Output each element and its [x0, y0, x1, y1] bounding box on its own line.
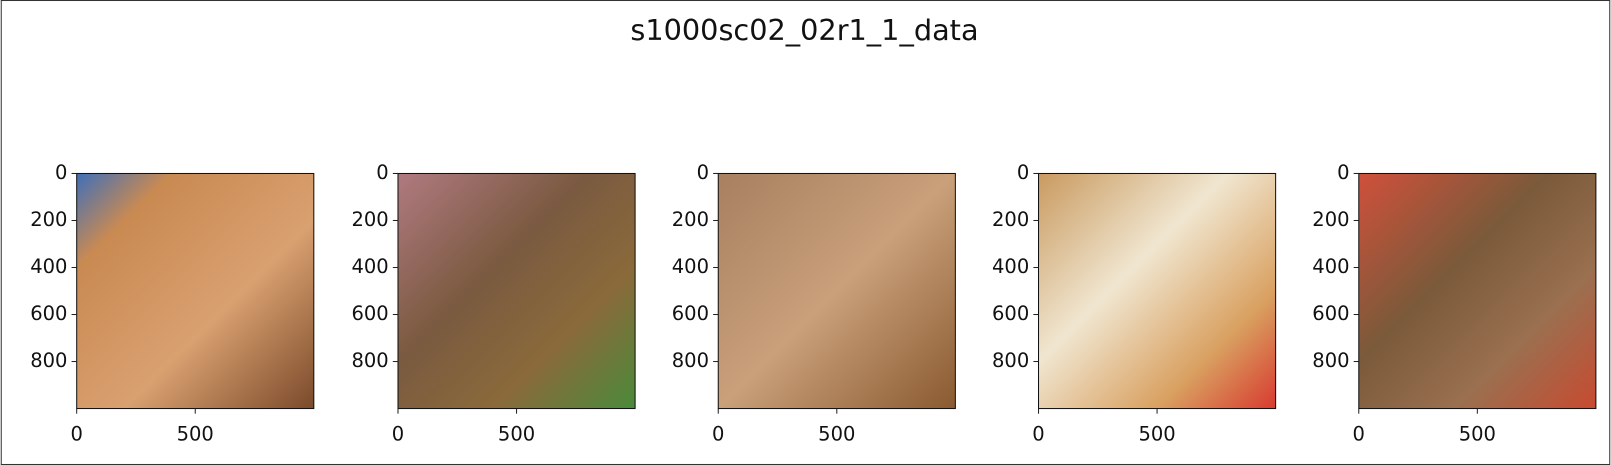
x-tick-label: 500: [177, 423, 214, 446]
x-tick-label: 500: [1459, 423, 1496, 446]
y-tick-label: 0: [1017, 161, 1029, 184]
x-tick-label: 500: [1138, 423, 1175, 446]
x-tick-label: 0: [70, 423, 82, 446]
image: [397, 173, 636, 409]
y-tick-label: 600: [672, 302, 709, 325]
y-tick-label: 200: [352, 208, 389, 231]
y-tick-label: 400: [352, 255, 389, 278]
y-tick-label: 0: [697, 161, 709, 184]
y-tick-label: 400: [672, 255, 709, 278]
y-tick-label: 800: [30, 349, 67, 372]
x-tick-label: 0: [1032, 423, 1044, 446]
x-tick-label: 0: [712, 423, 724, 446]
x-tick-label: 500: [818, 423, 855, 446]
x-tick-label: 500: [498, 423, 535, 446]
y-tick-label: 200: [30, 208, 67, 231]
y-tick-label: 800: [992, 349, 1029, 372]
y-tick-label: 0: [1337, 161, 1349, 184]
y-tick-label: 400: [30, 255, 67, 278]
y-tick-label: 200: [1312, 208, 1349, 231]
y-tick-label: 400: [1312, 255, 1349, 278]
y-tick-label: 800: [352, 349, 389, 372]
y-tick-label: 800: [1312, 349, 1349, 372]
y-tick-label: 400: [992, 255, 1029, 278]
y-tick-label: 800: [672, 349, 709, 372]
y-tick-label: 600: [992, 302, 1029, 325]
image: [76, 173, 314, 409]
y-tick-label: 600: [1312, 302, 1349, 325]
x-tick-label: 0: [1353, 423, 1365, 446]
image: [1038, 173, 1276, 409]
x-tick-label: 0: [392, 423, 404, 446]
y-tick-label: 0: [376, 161, 388, 184]
image: [1358, 173, 1596, 409]
y-tick-label: 200: [672, 208, 709, 231]
y-tick-label: 200: [992, 208, 1029, 231]
y-tick-label: 600: [30, 302, 67, 325]
figure-title: s1000sc02_02r1_1_data: [630, 13, 978, 47]
y-tick-label: 600: [352, 302, 389, 325]
image: [718, 173, 956, 409]
y-tick-label: 0: [55, 161, 67, 184]
